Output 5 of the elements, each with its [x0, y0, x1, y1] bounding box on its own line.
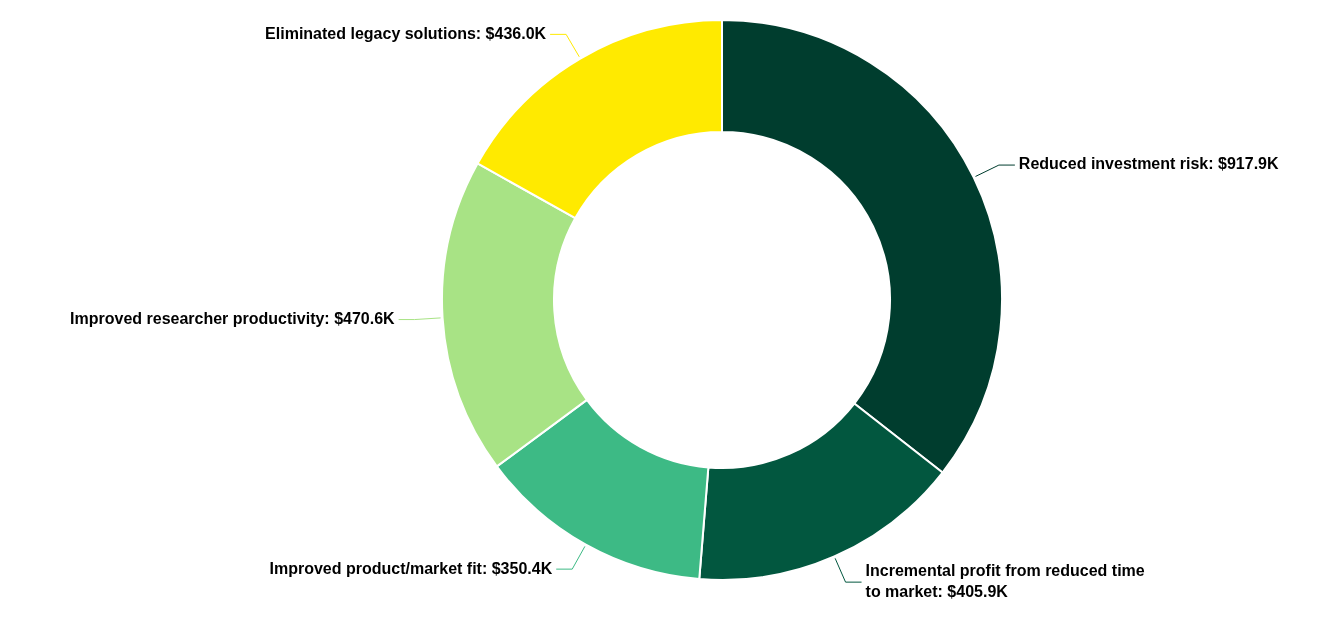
slice-label: Eliminated legacy solutions: $436.0K	[265, 24, 547, 42]
slice-label: Improved product/market fit: $350.4K	[269, 559, 553, 577]
slice-label: Reduced investment risk: $917.9K	[1018, 155, 1279, 173]
slice-label: Improved researcher productivity: $470.6K	[70, 309, 396, 327]
slice-label: Incremental profit from reduced time to market: $405.9K	[865, 562, 1145, 601]
